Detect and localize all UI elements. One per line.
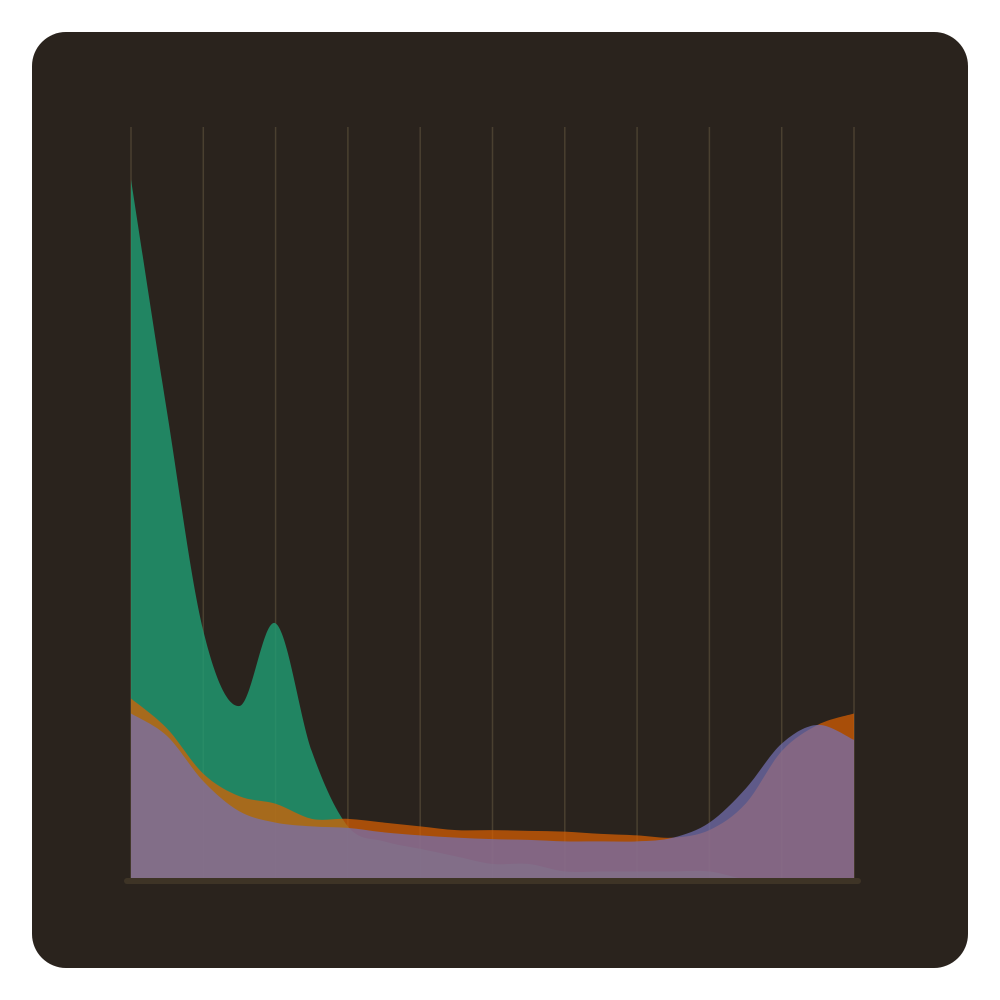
area-series-3 [131, 713, 854, 879]
chart-card [32, 32, 968, 968]
density-chart [124, 127, 861, 884]
area-series-group [131, 179, 854, 879]
